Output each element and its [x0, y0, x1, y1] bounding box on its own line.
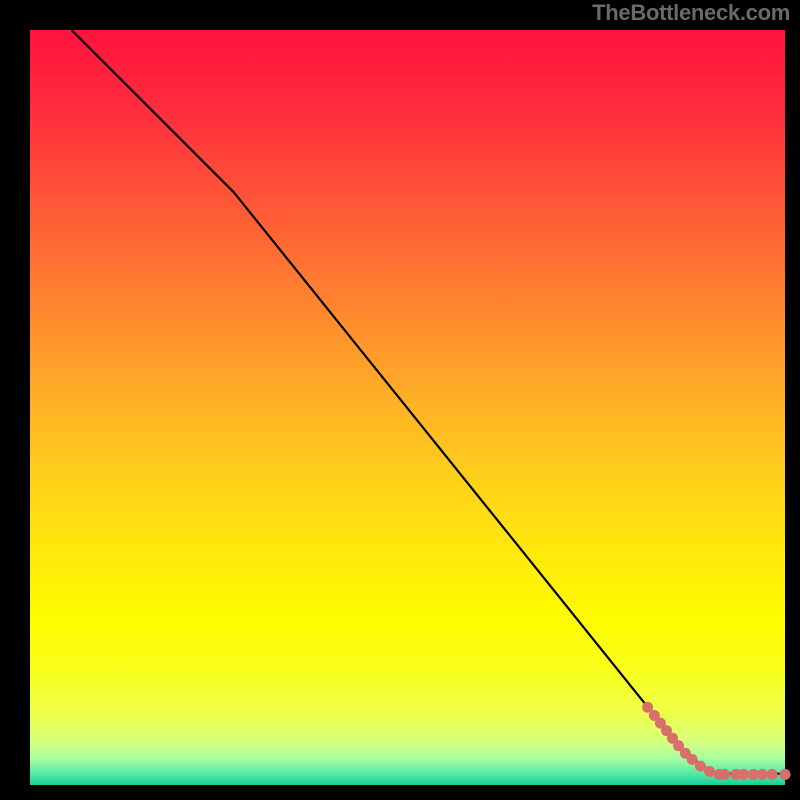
data-point	[757, 769, 768, 780]
data-point	[738, 769, 749, 780]
chart-container: TheBottleneck.com	[0, 0, 800, 800]
data-point	[704, 766, 715, 777]
watermark-text: TheBottleneck.com	[592, 0, 790, 26]
data-point	[780, 769, 791, 780]
data-point	[767, 769, 778, 780]
data-point	[719, 769, 730, 780]
bottleneck-chart	[0, 0, 800, 800]
